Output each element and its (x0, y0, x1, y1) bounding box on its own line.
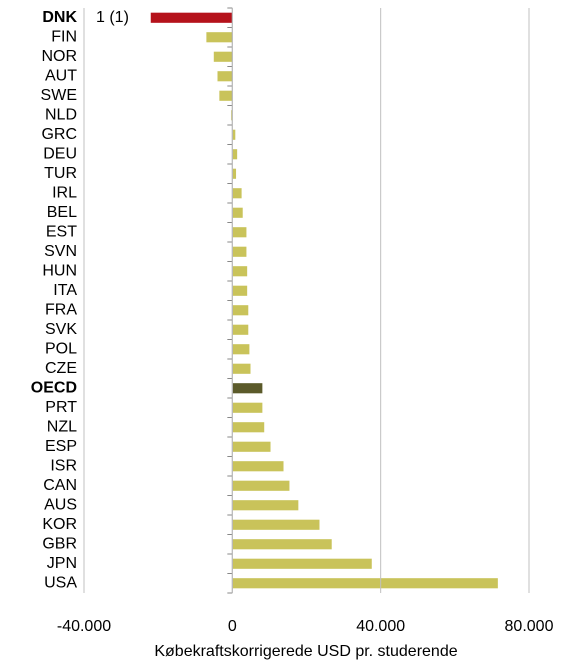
y-tick-label: AUS (44, 496, 77, 513)
bar (232, 227, 247, 238)
y-tick-label: IRL (52, 184, 77, 201)
bar (232, 149, 238, 160)
y-tick-label: ESP (45, 438, 77, 455)
y-tick-label: PRT (45, 399, 77, 416)
bar (232, 285, 248, 296)
bar (232, 324, 249, 335)
y-tick-label: NLD (45, 106, 77, 123)
bar (232, 578, 498, 589)
x-tick-label: 40.000 (356, 618, 405, 635)
y-tick-label: FRA (45, 301, 77, 318)
bar (232, 344, 250, 355)
bar (232, 246, 247, 257)
y-tick-label: SVN (44, 243, 77, 260)
y-tick-label: TUR (44, 165, 77, 182)
bar (232, 266, 248, 277)
y-tick-label: FIN (51, 28, 77, 45)
y-tick-label: BEL (47, 204, 77, 221)
bar (232, 422, 265, 433)
annotation: 1 (1) (96, 9, 129, 26)
x-tick-label: -40.000 (57, 618, 111, 635)
bar (232, 129, 236, 140)
x-axis-label: Købekraftskorrigerede USD pr. studerende (154, 643, 457, 660)
y-tick-label: POL (45, 340, 77, 357)
y-tick-label: DNK (42, 9, 77, 26)
bar (232, 519, 320, 530)
bar (232, 500, 299, 511)
bar (232, 441, 271, 452)
y-tick-label: NZL (47, 418, 77, 435)
y-tick-label: GBR (42, 535, 77, 552)
bar (232, 461, 284, 472)
x-tick-label: 0 (228, 618, 237, 635)
bar (232, 402, 263, 413)
y-tick-label: SVK (45, 321, 77, 338)
y-tick-label: JPN (47, 555, 77, 572)
bar (232, 363, 251, 374)
x-tick-label: 80.000 (505, 618, 554, 635)
bar (232, 168, 237, 179)
bar (232, 539, 332, 550)
y-tick-label: USA (44, 574, 77, 591)
bar (206, 32, 233, 43)
bar (232, 558, 372, 569)
bar (231, 110, 233, 121)
y-tick-label: ISR (50, 457, 77, 474)
y-tick-label: ITA (53, 282, 77, 299)
bar (232, 305, 249, 316)
y-tick-label: GRC (41, 126, 77, 143)
bar (150, 12, 233, 23)
y-tick-label: AUT (45, 67, 77, 84)
y-tick-label: CZE (45, 360, 77, 377)
y-tick-label: DEU (43, 145, 77, 162)
bar (217, 71, 233, 82)
y-tick-label: HUN (42, 262, 77, 279)
y-tick-label: OECD (31, 379, 77, 396)
bar (213, 51, 233, 62)
y-tick-label: EST (46, 223, 77, 240)
y-tick-label: SWE (41, 87, 77, 104)
bar (232, 207, 243, 218)
bar (232, 383, 263, 394)
bar (232, 188, 242, 199)
y-tick-label: KOR (42, 516, 77, 533)
y-tick-label: CAN (43, 477, 77, 494)
bar (232, 480, 290, 491)
y-tick-label: NOR (41, 48, 77, 65)
bar (219, 90, 233, 101)
